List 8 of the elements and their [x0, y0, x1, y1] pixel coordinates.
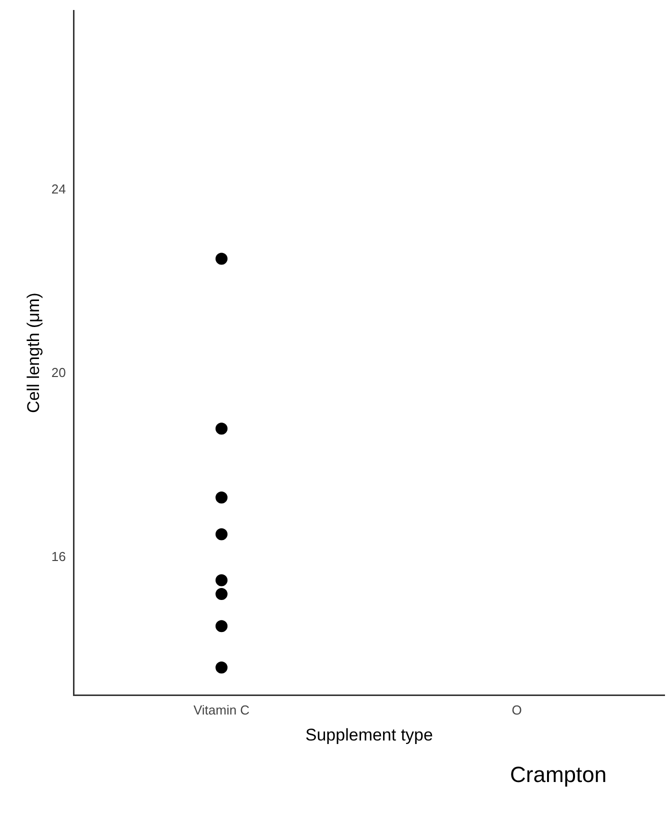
x-tick-label: Vitamin C — [193, 702, 250, 718]
x-axis-title: Supplement type — [305, 725, 433, 744]
x-tick-label: O — [512, 702, 522, 718]
text: Crampton — [510, 762, 607, 788]
y-tick-label: 20 — [51, 365, 66, 380]
y-tick-label: 16 — [51, 548, 66, 564]
y-axis-title: Cell length (μm) — [24, 292, 43, 414]
y-tick-label: 24 — [51, 181, 66, 196]
